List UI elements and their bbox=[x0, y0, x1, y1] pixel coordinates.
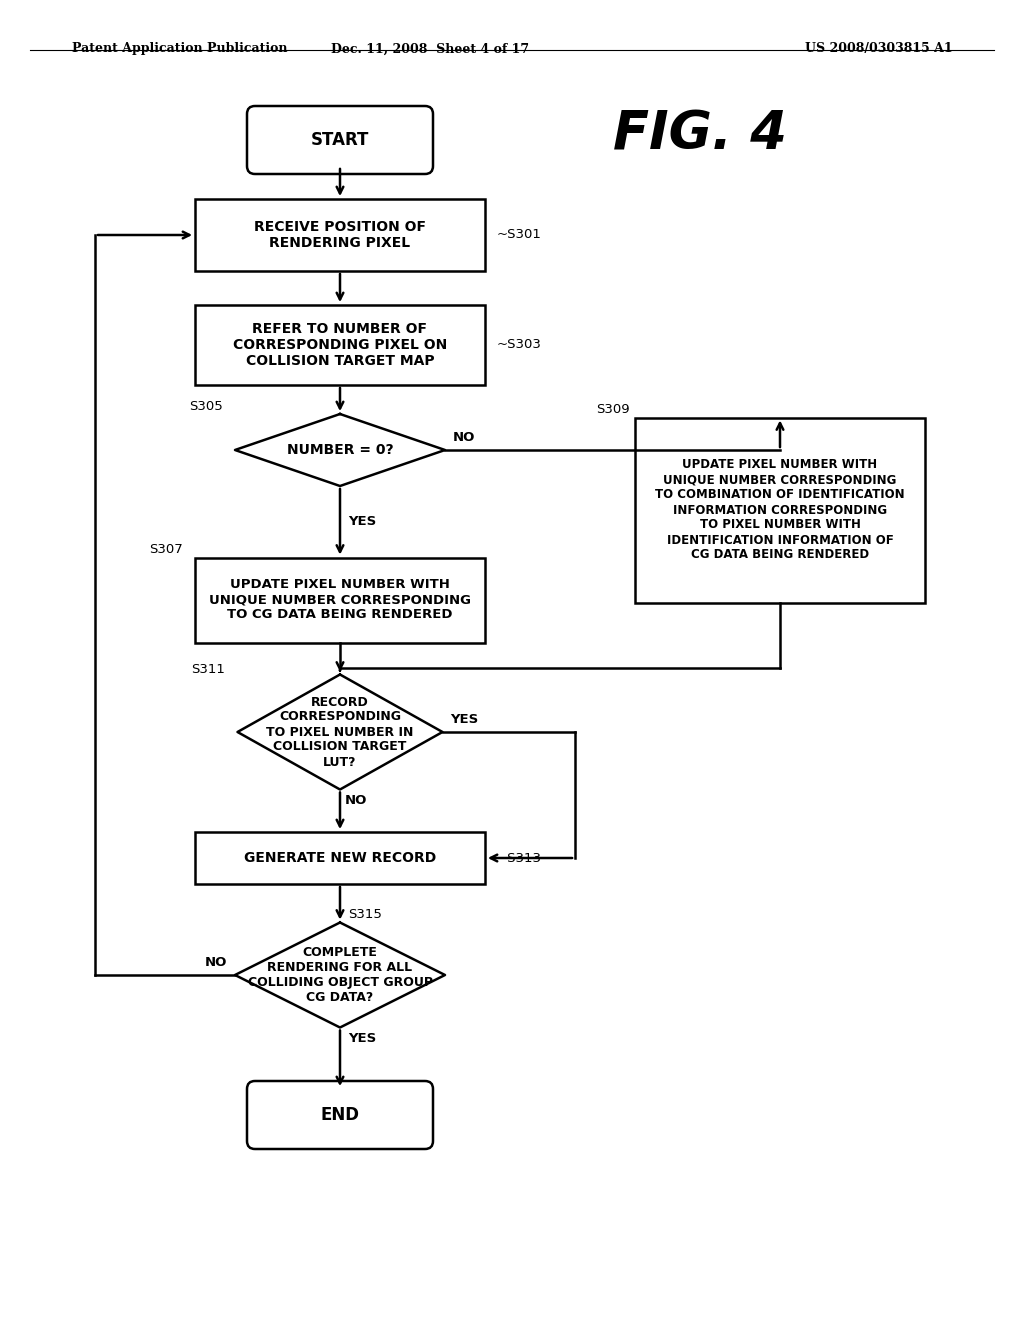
Text: NUMBER = 0?: NUMBER = 0? bbox=[287, 444, 393, 457]
Text: END: END bbox=[321, 1106, 359, 1125]
FancyBboxPatch shape bbox=[247, 1081, 433, 1148]
Text: REFER TO NUMBER OF
CORRESPONDING PIXEL ON
COLLISION TARGET MAP: REFER TO NUMBER OF CORRESPONDING PIXEL O… bbox=[232, 322, 447, 368]
Text: RECORD
CORRESPONDING
TO PIXEL NUMBER IN
COLLISION TARGET
LUT?: RECORD CORRESPONDING TO PIXEL NUMBER IN … bbox=[266, 696, 414, 768]
Text: NO: NO bbox=[345, 795, 368, 808]
Text: FIG. 4: FIG. 4 bbox=[613, 110, 787, 161]
Text: ~S303: ~S303 bbox=[497, 338, 542, 351]
Bar bbox=[195, 305, 485, 385]
Text: S315: S315 bbox=[348, 908, 382, 921]
Text: NO: NO bbox=[453, 432, 475, 444]
Bar bbox=[195, 557, 485, 643]
Text: S307: S307 bbox=[150, 543, 183, 556]
Text: ~S313: ~S313 bbox=[497, 851, 542, 865]
Text: YES: YES bbox=[451, 713, 479, 726]
Text: S311: S311 bbox=[191, 663, 225, 676]
Text: START: START bbox=[311, 131, 370, 149]
Text: S309: S309 bbox=[596, 403, 630, 416]
Text: NO: NO bbox=[205, 956, 227, 969]
Text: YES: YES bbox=[348, 515, 376, 528]
Text: YES: YES bbox=[348, 1032, 376, 1045]
Bar bbox=[195, 199, 485, 271]
Text: RECEIVE POSITION OF
RENDERING PIXEL: RECEIVE POSITION OF RENDERING PIXEL bbox=[254, 220, 426, 249]
Text: ~S301: ~S301 bbox=[497, 228, 542, 242]
Bar bbox=[635, 417, 925, 602]
Text: Dec. 11, 2008  Sheet 4 of 17: Dec. 11, 2008 Sheet 4 of 17 bbox=[331, 42, 529, 55]
Bar bbox=[195, 832, 485, 884]
Text: US 2008/0303815 A1: US 2008/0303815 A1 bbox=[805, 42, 952, 55]
Text: COMPLETE
RENDERING FOR ALL
COLLIDING OBJECT GROUP
CG DATA?: COMPLETE RENDERING FOR ALL COLLIDING OBJ… bbox=[248, 946, 432, 1005]
Text: UPDATE PIXEL NUMBER WITH
UNIQUE NUMBER CORRESPONDING
TO CG DATA BEING RENDERED: UPDATE PIXEL NUMBER WITH UNIQUE NUMBER C… bbox=[209, 578, 471, 622]
Text: UPDATE PIXEL NUMBER WITH
UNIQUE NUMBER CORRESPONDING
TO COMBINATION OF IDENTIFIC: UPDATE PIXEL NUMBER WITH UNIQUE NUMBER C… bbox=[655, 458, 905, 561]
Text: S305: S305 bbox=[189, 400, 223, 412]
Text: Patent Application Publication: Patent Application Publication bbox=[72, 42, 287, 55]
Text: GENERATE NEW RECORD: GENERATE NEW RECORD bbox=[244, 851, 436, 865]
FancyBboxPatch shape bbox=[247, 106, 433, 174]
